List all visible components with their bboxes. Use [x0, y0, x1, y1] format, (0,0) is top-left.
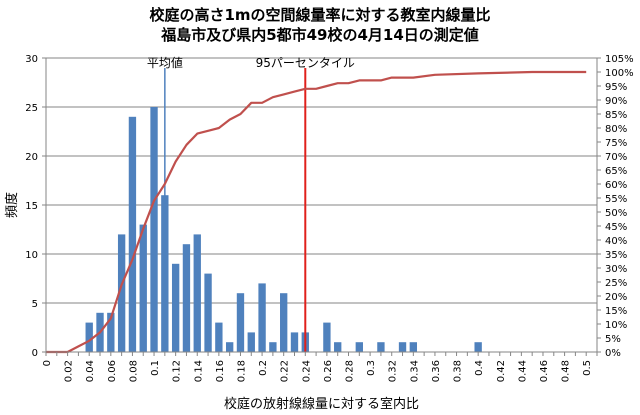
y2-tick-label-11: 55%: [605, 194, 627, 205]
histogram-bar-3: [117, 234, 126, 352]
x-tick-label-23: 0.46: [539, 360, 550, 382]
y-tick-label-6: 30: [25, 54, 38, 65]
cumulative-line: [46, 70, 587, 354]
x-tick-label-3: 0.06: [107, 360, 118, 382]
histogram-bar-12: [215, 322, 223, 352]
x-tick-label-24: 0.48: [561, 360, 572, 382]
histogram-bar-13: [225, 342, 234, 352]
histogram-bar-19: [290, 332, 299, 352]
x-tick-label-22: 0.44: [517, 360, 528, 382]
y2-tick-label-9: 45%: [605, 222, 627, 233]
y2-tick-label-18: 90%: [605, 96, 627, 107]
histogram-bar-22: [334, 342, 342, 352]
cumulative-line-group: [46, 70, 587, 354]
x-tick-label-10: 0.2: [258, 360, 269, 376]
y2-tick-label-8: 40%: [605, 236, 627, 247]
histogram-bar-27: [474, 342, 482, 352]
y2-tick-label-21: 105%: [605, 54, 634, 65]
histogram-bar-17: [269, 342, 277, 352]
y2-tick-label-12: 60%: [605, 180, 627, 191]
x-tick-label-13: 0.26: [323, 360, 334, 382]
x-tick-label-4: 0.08: [128, 360, 139, 382]
y2-tick-label-5: 25%: [605, 278, 627, 289]
x-axis-ticks: 0 0.02 0.04 0.06 0.08 0.1 0.12 0.14 0.16 0.18 0.2 0…: [42, 352, 598, 382]
y2-axis-ticks: 0% 5% 10% 15% 20% 25% 30% 35% 40% 45% 50% 55% 60% 65%…: [597, 54, 634, 359]
x-tick-label-20: 0.4: [474, 360, 485, 376]
y2-tick-label-14: 70%: [605, 152, 627, 163]
x-tick-label-7: 0.14: [193, 360, 204, 382]
histogram-bar-6: [150, 107, 158, 352]
y-tick-label-5: 25: [25, 103, 38, 114]
y2-tick-label-0: 0%: [605, 348, 621, 359]
histogram-bar-16: [258, 283, 266, 352]
histogram-bar-11: [204, 273, 212, 352]
x-tick-label-14: 0.28: [345, 360, 356, 382]
y2-tick-label-15: 75%: [605, 138, 627, 149]
histogram-bar-14: [236, 293, 245, 352]
histogram-bar-2: [107, 312, 115, 352]
histogram-bar-21: [323, 322, 331, 352]
y2-tick-label-2: 10%: [605, 320, 627, 331]
x-tick-label-18: 0.36: [431, 360, 442, 382]
y2-tick-label-10: 50%: [605, 208, 627, 219]
histogram-bar-18: [280, 293, 288, 352]
annotation-lines: 平均値 95パーセンタイル: [147, 55, 355, 352]
annotation-label-0: 平均値: [147, 55, 183, 70]
y-tick-label-1: 5: [32, 299, 38, 310]
y-tick-label-3: 15: [25, 201, 38, 212]
histogram-bar-9: [182, 244, 191, 352]
x-tick-label-12: 0.24: [301, 360, 312, 382]
x-tick-label-16: 0.32: [388, 360, 399, 382]
histogram-bar-10: [193, 234, 201, 352]
y2-tick-label-1: 5%: [605, 334, 621, 345]
y2-tick-label-4: 20%: [605, 292, 627, 303]
gridlines: [46, 57, 597, 304]
histogram-bar-24: [377, 342, 385, 352]
y2-tick-label-3: 15%: [605, 306, 627, 317]
y-tick-label-0: 0: [32, 348, 38, 359]
x-tick-label-17: 0.34: [409, 360, 420, 382]
x-tick-label-2: 0.04: [85, 360, 96, 382]
y2-tick-label-16: 80%: [605, 124, 627, 135]
y-axis-ticks: 0 5 10 15 20 25 30: [25, 54, 46, 359]
x-tick-label-21: 0.42: [496, 360, 507, 382]
y-tick-label-2: 10: [25, 250, 38, 261]
histogram-bar-23: [355, 342, 363, 352]
x-tick-label-11: 0.22: [280, 360, 291, 382]
x-axis-title: 校庭の放射線線量に対する室内比: [224, 396, 419, 412]
y2-tick-label-17: 85%: [605, 110, 627, 121]
x-tick-label-8: 0.16: [215, 360, 226, 382]
y2-tick-label-19: 95%: [605, 82, 627, 93]
histogram-bar-26: [409, 342, 418, 352]
x-tick-label-1: 0.02: [64, 360, 75, 382]
y2-tick-label-20: 100%: [605, 68, 634, 79]
annotation-label-1: 95パーセンタイル: [256, 56, 355, 70]
histogram-bar-8: [171, 263, 180, 352]
histogram-bar-15: [247, 332, 255, 352]
x-tick-label-5: 0.1: [150, 360, 161, 376]
histogram-bar-0: [85, 322, 93, 352]
y-tick-label-4: 20: [25, 152, 38, 163]
y2-tick-label-7: 35%: [605, 250, 627, 261]
x-tick-label-15: 0.3: [366, 360, 377, 376]
histogram-bar-4: [128, 116, 137, 352]
y-axis-title: 頻度: [4, 192, 20, 218]
chart-subtitle: 福島市及び県内5都市49校の4月14日の測定値: [161, 26, 479, 44]
histogram-bar-5: [139, 224, 147, 352]
x-tick-label-19: 0.38: [453, 360, 464, 382]
chart-title: 校庭の高さ1mの空間線量率に対する教室内線量比: [149, 6, 491, 24]
y2-tick-label-6: 30%: [605, 264, 627, 275]
x-tick-label-25: 0.5: [582, 360, 593, 376]
y2-tick-label-13: 65%: [605, 166, 627, 177]
x-tick-label-9: 0.18: [236, 360, 247, 382]
histogram-bars: [85, 107, 482, 352]
x-tick-label-0: 0: [42, 360, 53, 366]
x-tick-label-6: 0.12: [172, 360, 183, 382]
histogram-bar-25: [398, 342, 407, 352]
